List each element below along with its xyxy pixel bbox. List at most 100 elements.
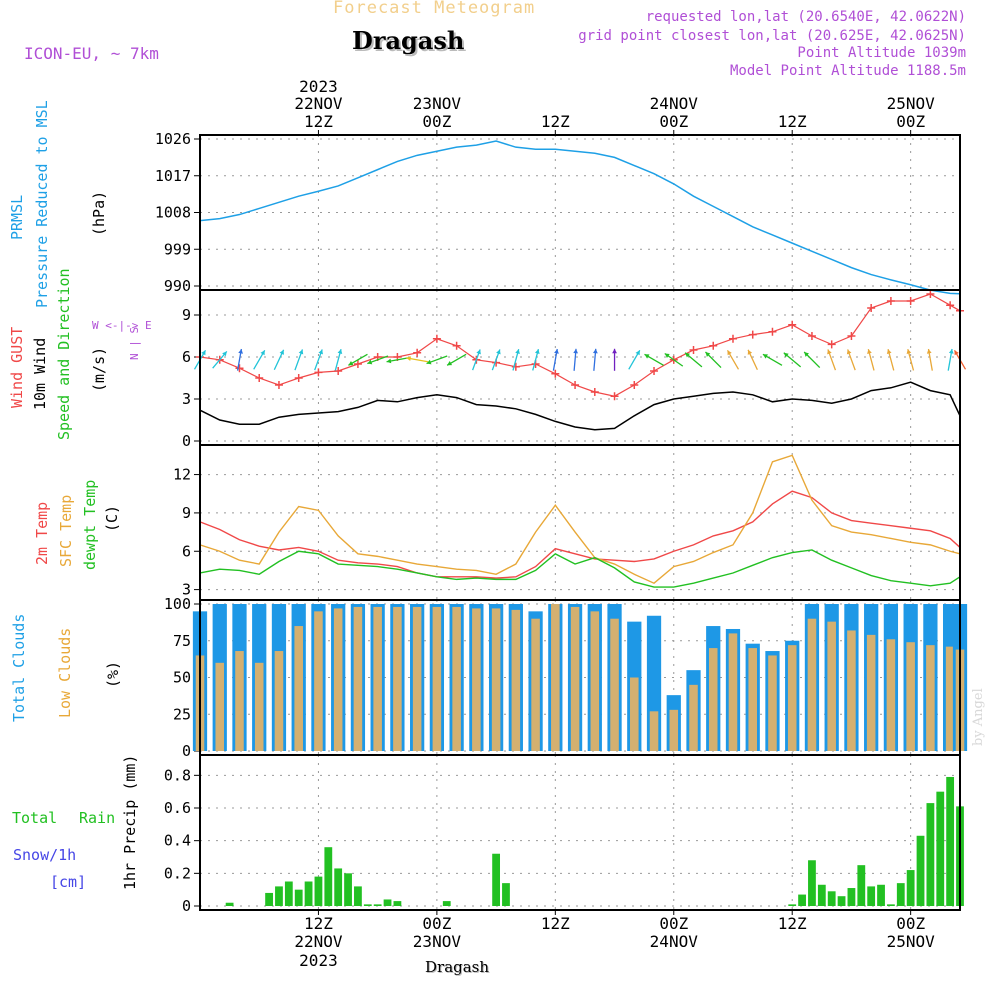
low-cloud-bar <box>926 645 935 751</box>
gust-marker <box>886 297 895 305</box>
low-cloud-bar <box>511 609 521 751</box>
gust-marker <box>294 374 303 382</box>
grid-point-coords: grid point closest lon,lat (20.625E, 42.… <box>578 28 966 44</box>
wind-arrow-head <box>348 361 354 366</box>
top-tick-hour: 12Z <box>778 112 807 131</box>
precip-bar <box>827 891 836 906</box>
wind-arrow-head <box>804 352 809 357</box>
wind-arrow-head <box>727 350 732 356</box>
temp-unit: (C) <box>103 504 121 532</box>
wind-arrow-head <box>476 349 481 355</box>
wind-arrow-head <box>447 361 453 366</box>
wind-arrow-head <box>554 348 559 354</box>
gust-label: Wind GUST <box>8 326 26 408</box>
wind-arrow-head <box>867 349 872 355</box>
precip-bar <box>314 876 323 906</box>
footer-station: Dragash <box>425 958 490 976</box>
sfctemp-line <box>199 454 961 585</box>
gust-marker <box>590 388 599 396</box>
top-tick-hour: 00Z <box>422 112 451 131</box>
dewpt-label: dewpt Temp <box>81 479 99 570</box>
sfctemp-label: SFC Temp <box>57 494 75 567</box>
gust-line <box>199 293 961 397</box>
y-tick-label: 75 <box>173 632 191 650</box>
wind-arrow-head <box>260 350 265 356</box>
low-cloud-bar <box>412 606 422 751</box>
wind-arrow-head <box>612 348 617 354</box>
top-tick-date: 25NOV <box>887 94 936 113</box>
gust-marker <box>610 392 619 401</box>
compass-ew: W <-|-> E <box>92 319 152 332</box>
gust-marker <box>788 320 797 329</box>
wind-arrow-head <box>426 359 432 365</box>
low-cloud-bar <box>886 639 896 751</box>
wind-arrow-head <box>337 349 343 355</box>
wind-arrow-head <box>534 349 540 355</box>
bottom-tick-hour: 00Z <box>896 914 925 933</box>
y-tick-label: 3 <box>182 581 191 599</box>
low-cloud-bar <box>294 626 303 751</box>
top-tick-date: 24NOV <box>650 94 699 113</box>
pressure-line <box>199 140 961 295</box>
wind-arrow-head <box>592 348 598 354</box>
low-cloud-bar <box>689 684 698 751</box>
pressure-label-long: Pressure Reduced to MSL <box>33 100 51 308</box>
wind-arrow-head <box>685 352 690 358</box>
low-cloud-bar <box>274 651 284 751</box>
precip-bar <box>393 901 402 906</box>
y-tick-label: 990 <box>164 277 191 295</box>
gust-marker <box>867 304 876 312</box>
wind-arrow-head <box>635 350 640 356</box>
gust-marker <box>689 346 698 354</box>
low-cloud-bar <box>452 606 461 751</box>
snow-label: Snow/1h <box>13 846 77 864</box>
panel-frame <box>199 754 961 911</box>
y-tick-label: 25 <box>173 705 191 723</box>
precip-bar <box>788 904 797 906</box>
model-name: ICON-EU, ~ 7km <box>24 44 159 63</box>
low-cloud-bar <box>728 633 738 751</box>
y-tick-label: 0.2 <box>164 864 191 882</box>
precip-bar <box>877 884 885 906</box>
gust-marker <box>235 364 244 373</box>
low-cloud-bar <box>491 608 501 751</box>
precip-bar <box>334 868 343 906</box>
precip-bar <box>896 883 905 906</box>
wind-arrow-head <box>948 348 954 354</box>
gust-marker <box>630 381 639 389</box>
precip-bar <box>798 894 806 906</box>
wind-unit: (m/s) <box>90 346 108 392</box>
wind-arrow-head <box>783 352 789 358</box>
low-cloud-bar <box>807 618 817 751</box>
bottom-tick-date: 24NOV <box>650 932 699 951</box>
pressure-unit: (hPa) <box>90 190 108 236</box>
low-cloud-bar <box>314 611 323 751</box>
wind-arrow-head <box>201 350 206 356</box>
precip-bar <box>916 835 925 906</box>
gust-marker <box>314 368 323 377</box>
top-tick-hour: 00Z <box>896 112 925 131</box>
low-cloud-bar <box>333 608 343 751</box>
wind-arrow-head <box>747 349 753 355</box>
top-tick-date: 23NOV <box>413 94 462 113</box>
wind-arrow-head <box>926 348 932 354</box>
low-cloud-bar <box>708 648 718 751</box>
y-tick-label: 3 <box>182 390 191 408</box>
low-cloud-bar <box>630 677 639 751</box>
wind-direction-label: Speed and Direction <box>55 268 73 440</box>
gust-marker <box>768 327 777 336</box>
precip-bar <box>857 865 866 906</box>
precip-bar <box>225 902 234 906</box>
wind-arrow-head <box>705 352 711 357</box>
station-name: Dragash <box>352 26 465 55</box>
wind-arrow-head <box>298 349 304 355</box>
gust-marker <box>511 362 520 371</box>
precip-bar <box>847 888 856 906</box>
gust-marker <box>452 341 461 350</box>
low-cloud-bar <box>610 618 619 751</box>
gust-marker <box>847 332 856 340</box>
wind-arrow-head <box>318 349 323 355</box>
bottom-tick-date: 25NOV <box>887 932 936 951</box>
y-tick-label: 9 <box>182 504 191 522</box>
